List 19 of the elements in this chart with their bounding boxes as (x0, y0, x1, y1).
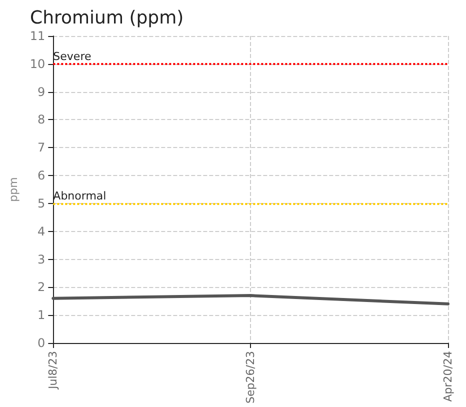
y-axis-title: ppm (7, 177, 20, 202)
y-tick-label: 3 (38, 252, 46, 266)
y-tick-label: 8 (38, 112, 46, 127)
y-tick-label: 6 (38, 168, 46, 183)
y-tick-label: 4 (38, 224, 46, 238)
y-tick-label: 9 (38, 84, 46, 99)
ref-line-label: Severe (53, 50, 92, 63)
y-tick-label: 1 (38, 308, 46, 322)
y-tick-label: 10 (30, 56, 46, 71)
x-tick-label: Apr20/24 (442, 351, 454, 402)
y-tick-label: 0 (38, 336, 46, 350)
chart-title: Chromium (ppm) (30, 8, 184, 28)
y-tick-label: 7 (38, 140, 46, 155)
ref-line-label: Abnormal (53, 189, 106, 202)
y-tick-label: 2 (38, 280, 46, 294)
y-tick-label: 11 (30, 29, 46, 43)
x-tick-label: Sep26/23 (244, 351, 258, 404)
y-tick-label: 5 (38, 196, 46, 210)
x-tick-label: Jul8/23 (46, 351, 60, 390)
